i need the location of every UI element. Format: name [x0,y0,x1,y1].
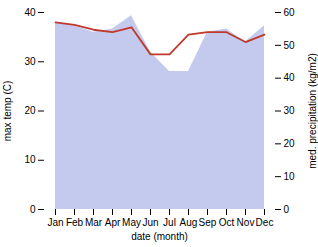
svg-text:med. precipitation (kg/m2): med. precipitation (kg/m2) [307,53,318,169]
svg-text:10: 10 [24,154,36,165]
svg-text:Jun: Jun [142,217,158,228]
svg-text:Mar: Mar [85,217,103,228]
svg-text:40: 40 [24,7,36,18]
svg-text:60: 60 [284,7,296,18]
svg-text:date (month): date (month) [131,231,188,242]
svg-text:50: 50 [284,40,296,51]
svg-text:Dec: Dec [256,217,274,228]
svg-text:Apr: Apr [105,217,121,228]
svg-text:Aug: Aug [180,217,198,228]
svg-text:Sep: Sep [199,217,217,228]
svg-text:Oct: Oct [219,217,235,228]
svg-text:max temp (C): max temp (C) [2,81,13,142]
svg-text:May: May [122,217,141,228]
svg-text:Feb: Feb [66,217,84,228]
svg-text:Jul: Jul [163,217,176,228]
svg-text:0: 0 [30,204,36,215]
svg-text:0: 0 [284,204,290,215]
svg-text:30: 30 [284,105,296,116]
svg-text:Jan: Jan [47,217,63,228]
svg-text:20: 20 [24,105,36,116]
svg-text:30: 30 [24,56,36,67]
svg-text:40: 40 [284,72,296,83]
svg-text:10: 10 [284,171,296,182]
svg-text:Nov: Nov [237,217,255,228]
svg-text:20: 20 [284,138,296,149]
